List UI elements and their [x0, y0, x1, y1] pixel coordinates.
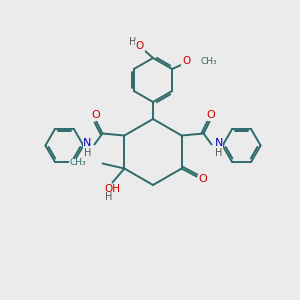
Text: O: O: [182, 56, 190, 66]
Text: CH₃: CH₃: [200, 56, 217, 65]
Text: H: H: [84, 148, 91, 158]
Text: CH₃: CH₃: [70, 158, 86, 167]
Text: OH: OH: [104, 184, 120, 194]
Text: H: H: [215, 148, 222, 158]
Text: O: O: [91, 110, 100, 121]
Text: N: N: [214, 139, 223, 148]
Text: O: O: [198, 175, 207, 184]
Text: O: O: [206, 110, 215, 121]
Text: H: H: [129, 37, 137, 47]
Text: O: O: [136, 41, 144, 51]
Text: H: H: [105, 193, 112, 202]
Text: N: N: [83, 139, 92, 148]
